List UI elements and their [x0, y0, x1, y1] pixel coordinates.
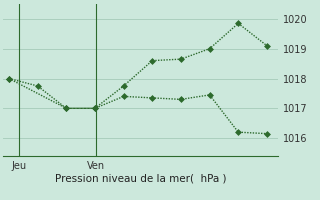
X-axis label: Pression niveau de la mer(  hPa ): Pression niveau de la mer( hPa )	[55, 174, 227, 184]
